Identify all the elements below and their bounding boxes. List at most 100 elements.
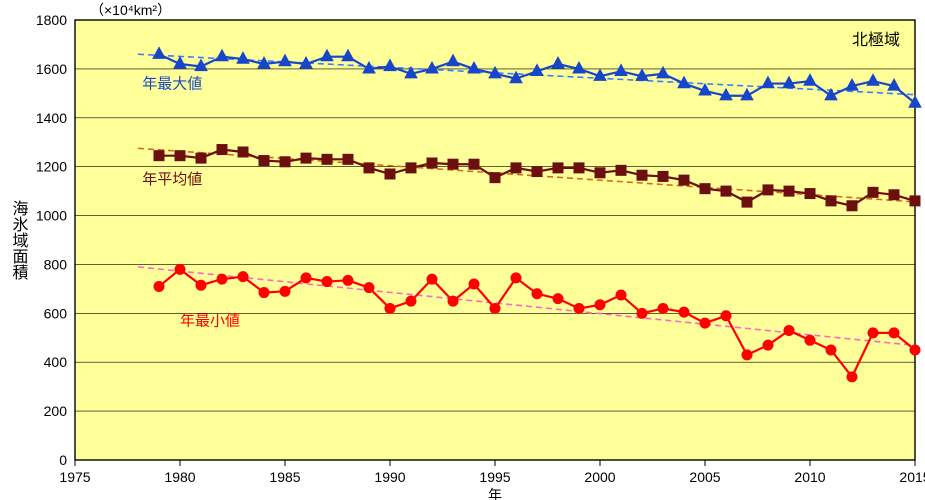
marker-circle [658,303,668,313]
y-unit-label: （×10⁴km²） [90,2,171,18]
marker-circle [784,325,794,335]
marker-circle [637,308,647,318]
marker-square [343,154,353,164]
marker-square [511,163,521,173]
y-tick-label: 1000 [36,208,67,224]
marker-square [595,168,605,178]
marker-circle [868,328,878,338]
marker-square [553,163,563,173]
marker-square [427,158,437,168]
marker-square [406,163,416,173]
x-tick-label: 2010 [794,469,825,485]
marker-square [532,167,542,177]
y-axis-title: 海氷域面積 [10,200,29,280]
marker-square [196,153,206,163]
y-tick-label: 1200 [36,159,67,175]
marker-circle [469,279,479,289]
series-label-max: 年最大値 [142,75,202,92]
region-label: 北極域 [852,31,900,49]
series-label-min: 年最小値 [180,313,240,330]
series-label-mean: 年平均値 [142,171,202,188]
y-tick-label: 600 [44,305,68,321]
marker-square [889,190,899,200]
y-tick-label: 1600 [36,61,67,77]
marker-square [448,159,458,169]
marker-circle [490,303,500,313]
marker-circle [532,289,542,299]
marker-circle [763,340,773,350]
marker-square [490,173,500,183]
marker-circle [343,275,353,285]
marker-square [742,197,752,207]
marker-circle [238,272,248,282]
marker-square [217,145,227,155]
marker-square [238,147,248,157]
marker-square [868,187,878,197]
y-tick-label: 0 [59,452,67,468]
marker-circle [805,335,815,345]
y-tick-label: 1400 [36,110,67,126]
marker-circle [511,273,521,283]
marker-circle [322,277,332,287]
marker-circle [553,294,563,304]
y-tick-label: 200 [44,403,68,419]
marker-square [301,153,311,163]
marker-square [847,201,857,211]
marker-circle [217,274,227,284]
marker-square [679,175,689,185]
marker-circle [889,328,899,338]
marker-circle [427,274,437,284]
marker-circle [196,280,206,290]
x-tick-label: 2000 [584,469,615,485]
marker-circle [448,296,458,306]
marker-circle [679,307,689,317]
chart-svg: 0200400600800100012001400160018001975198… [0,0,925,500]
marker-square [385,169,395,179]
marker-circle [742,350,752,360]
marker-square [280,157,290,167]
marker-circle [847,372,857,382]
marker-circle [616,290,626,300]
y-tick-label: 1800 [36,12,67,28]
marker-circle [910,345,920,355]
marker-circle [154,281,164,291]
marker-square [658,171,668,181]
marker-circle [595,300,605,310]
marker-square [469,159,479,169]
marker-circle [301,273,311,283]
marker-square [364,163,374,173]
marker-circle [574,303,584,313]
x-axis-title: 年 [488,487,502,500]
marker-square [826,196,836,206]
x-tick-label: 2005 [689,469,720,485]
marker-square [616,165,626,175]
x-tick-label: 2015 [899,469,925,485]
sea-ice-area-chart: 0200400600800100012001400160018001975198… [0,0,925,500]
marker-square [721,186,731,196]
x-tick-label: 1985 [269,469,300,485]
marker-square [322,154,332,164]
marker-square [574,163,584,173]
marker-circle [721,311,731,321]
marker-square [805,189,815,199]
marker-square [763,185,773,195]
marker-square [784,186,794,196]
x-tick-label: 1990 [374,469,405,485]
marker-circle [700,318,710,328]
y-tick-label: 800 [44,256,68,272]
x-tick-label: 1980 [164,469,195,485]
marker-square [154,151,164,161]
marker-square [700,184,710,194]
marker-square [910,196,920,206]
marker-square [175,151,185,161]
marker-circle [826,345,836,355]
marker-square [259,156,269,166]
marker-circle [175,264,185,274]
x-tick-label: 1975 [59,469,90,485]
x-tick-label: 1995 [479,469,510,485]
marker-circle [364,283,374,293]
marker-circle [385,303,395,313]
marker-square [637,170,647,180]
marker-circle [259,288,269,298]
marker-circle [280,286,290,296]
